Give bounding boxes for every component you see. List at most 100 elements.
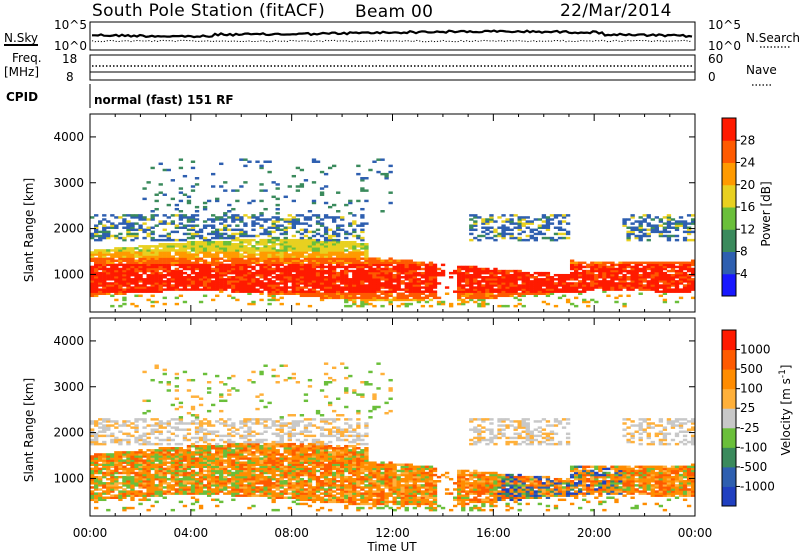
heatmap-cell <box>679 216 683 218</box>
heatmap-cell <box>360 262 364 264</box>
heatmap-cell <box>473 229 477 231</box>
heatmap-cell <box>518 293 522 295</box>
heatmap-cell <box>255 278 259 280</box>
date-label: 22/Mar/2014 <box>560 1 672 21</box>
heatmap-cell <box>255 395 259 397</box>
heatmap-cell <box>114 247 118 249</box>
heatmap-cell <box>263 239 267 241</box>
heatmap-cell <box>663 216 667 218</box>
heatmap-cell <box>324 173 328 175</box>
heatmap-cell <box>247 379 251 381</box>
heatmap-cell <box>405 282 409 284</box>
heatmap-cell <box>683 262 687 264</box>
heatmap-cell <box>211 185 215 187</box>
heatmap-cell <box>324 276 328 278</box>
heatmap-cell <box>267 299 271 301</box>
heatmap-cell <box>300 233 304 235</box>
heatmap-cell <box>538 218 542 220</box>
heatmap-cell <box>175 204 179 206</box>
heatmap-cell <box>522 305 526 307</box>
heatmap-cell <box>272 196 276 198</box>
heatmap-cell <box>550 276 554 278</box>
heatmap-cell <box>118 476 122 478</box>
heatmap-cell <box>280 229 284 231</box>
heatmap-cell <box>163 373 167 375</box>
heatmap-cell <box>663 227 667 229</box>
heatmap-cell <box>167 381 171 383</box>
heatmap-cell <box>199 235 203 237</box>
heatmap-cell <box>276 204 280 206</box>
heatmap-cell <box>348 251 352 253</box>
heatmap-cell <box>187 422 191 424</box>
heatmap-cell <box>566 274 570 276</box>
heatmap-cell <box>263 424 267 426</box>
heatmap-cell <box>518 270 522 272</box>
heatmap-cell <box>118 237 122 239</box>
heatmap-cell <box>288 227 292 229</box>
freq-tick-low: 8 <box>66 70 74 84</box>
heatmap-cell <box>183 239 187 241</box>
heatmap-cell <box>191 414 195 416</box>
heatmap-cell <box>259 393 263 395</box>
heatmap-cell <box>324 214 328 216</box>
heatmap-cell <box>352 229 356 231</box>
heatmap-cell <box>203 484 207 486</box>
heatmap-cell <box>183 505 187 507</box>
heatmap-cell <box>344 305 348 307</box>
heatmap-cell <box>211 214 215 216</box>
heatmap-cell <box>175 231 179 233</box>
heatmap-cell <box>138 418 142 420</box>
heatmap-cell <box>199 445 203 447</box>
heatmap-cell <box>558 233 562 235</box>
heatmap-cell <box>151 379 155 381</box>
heatmap-cell <box>505 227 509 229</box>
heatmap-cell <box>175 435 179 437</box>
heatmap-cell <box>542 237 546 239</box>
heatmap-cell <box>401 303 405 305</box>
heatmap-cell <box>255 216 259 218</box>
heatmap-cell <box>659 262 663 264</box>
heatmap-cell <box>263 406 267 408</box>
heatmap-cell <box>122 264 126 266</box>
heatmap-cell <box>138 274 142 276</box>
heatmap-cell <box>251 371 255 373</box>
heatmap-cell <box>187 241 191 243</box>
heatmap-cell <box>102 490 106 492</box>
heatmap-cell <box>179 406 183 408</box>
heatmap-cell <box>98 435 102 437</box>
heatmap-cell <box>340 216 344 218</box>
heatmap-cell <box>501 214 505 216</box>
heatmap-cell <box>554 305 558 307</box>
heatmap-cell <box>461 272 465 274</box>
heatmap-cell <box>388 257 392 259</box>
heatmap-cell <box>94 507 98 509</box>
heatmap-cell <box>272 231 276 233</box>
heatmap-cell <box>518 233 522 235</box>
y-tick-label: 3000 <box>53 176 84 190</box>
heatmap-cell <box>259 439 263 441</box>
heatmap-cell <box>98 231 102 233</box>
heatmap-cell <box>155 484 159 486</box>
heatmap-cell <box>195 499 199 501</box>
heatmap-cell <box>175 443 179 445</box>
heatmap-cell <box>372 161 376 163</box>
heatmap-cell <box>522 239 526 241</box>
heatmap-cell <box>469 214 473 216</box>
heatmap-cell <box>163 468 167 470</box>
heatmap-cell <box>179 243 183 245</box>
heatmap-cell <box>187 433 191 435</box>
heatmap-cell <box>388 171 392 173</box>
heatmap-cell <box>142 222 146 224</box>
heatmap-cell <box>203 418 207 420</box>
heatmap-cell <box>142 459 146 461</box>
heatmap-cell <box>183 194 187 196</box>
heatmap-cell <box>530 235 534 237</box>
heatmap-cell <box>203 445 207 447</box>
heatmap-cell <box>167 478 171 480</box>
heatmap-cell <box>582 266 586 268</box>
heatmap-cell <box>558 274 562 276</box>
heatmap-cell <box>344 293 348 295</box>
heatmap-cell <box>151 443 155 445</box>
heatmap-cell <box>235 189 239 191</box>
heatmap-cell <box>562 233 566 235</box>
